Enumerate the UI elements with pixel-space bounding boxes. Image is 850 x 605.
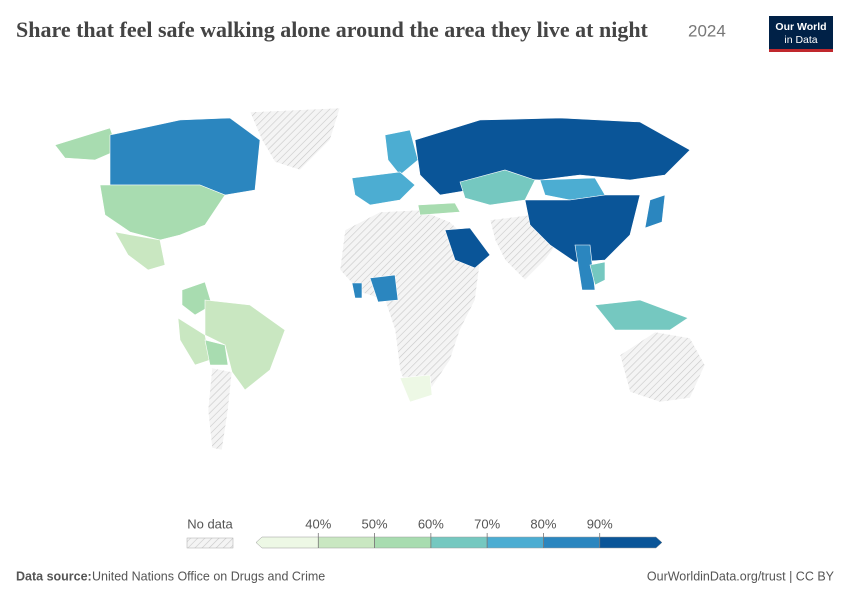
ghana bbox=[351, 282, 363, 299]
united-states bbox=[99, 184, 226, 241]
legend-tick-label: 90% bbox=[587, 516, 613, 531]
bolivia bbox=[204, 339, 229, 366]
source: United Nations Office on Drugs and Crime bbox=[92, 569, 325, 583]
legend-tick-label: 40% bbox=[305, 516, 331, 531]
logo: Our World in Data bbox=[769, 16, 833, 52]
logo-text: in Data bbox=[784, 34, 817, 46]
indonesia bbox=[594, 299, 689, 331]
legend-bin bbox=[543, 536, 600, 549]
legend-bin bbox=[255, 536, 319, 549]
thailand bbox=[589, 261, 606, 286]
south-africa bbox=[399, 374, 433, 403]
scandinavia bbox=[384, 129, 419, 176]
legend-bin bbox=[374, 536, 432, 549]
alaska bbox=[54, 127, 119, 161]
title: Share that feel safe walking alone aroun… bbox=[16, 17, 649, 42]
peru bbox=[177, 317, 211, 366]
legend-bin bbox=[430, 536, 488, 549]
source-label: Data source: bbox=[16, 569, 92, 583]
saudi-arabia bbox=[444, 227, 491, 269]
legend-no-data-swatch bbox=[186, 537, 234, 549]
argentina bbox=[207, 367, 233, 451]
legend-bin bbox=[318, 536, 375, 549]
legend-no-data-label: No data bbox=[187, 516, 233, 531]
license: OurWorldinData.org/trust | CC BY bbox=[647, 569, 835, 583]
legend-tick-label: 70% bbox=[474, 516, 500, 531]
legend-bin bbox=[486, 536, 544, 549]
europe bbox=[351, 171, 416, 206]
legend-tick-label: 50% bbox=[362, 516, 388, 531]
nigeria bbox=[369, 274, 399, 303]
japan bbox=[644, 194, 666, 229]
turkey bbox=[417, 202, 461, 216]
logo-bar bbox=[769, 49, 833, 52]
legend: No data 40% 50% 60% 70% 80% 90% bbox=[186, 516, 663, 549]
myanmar bbox=[574, 244, 596, 291]
mexico bbox=[114, 231, 166, 271]
colombia bbox=[181, 281, 213, 316]
greenland bbox=[249, 107, 341, 171]
china bbox=[524, 194, 641, 263]
canada bbox=[109, 117, 261, 196]
world-map bbox=[54, 107, 706, 451]
brazil bbox=[204, 299, 286, 391]
logo-box bbox=[769, 16, 833, 52]
legend-tick-label: 60% bbox=[418, 516, 444, 531]
year: 2024 bbox=[688, 21, 726, 40]
logo-text: Our World bbox=[775, 21, 826, 33]
legend-tick-label: 80% bbox=[530, 516, 556, 531]
australia bbox=[619, 331, 706, 403]
legend-bin bbox=[599, 536, 663, 549]
